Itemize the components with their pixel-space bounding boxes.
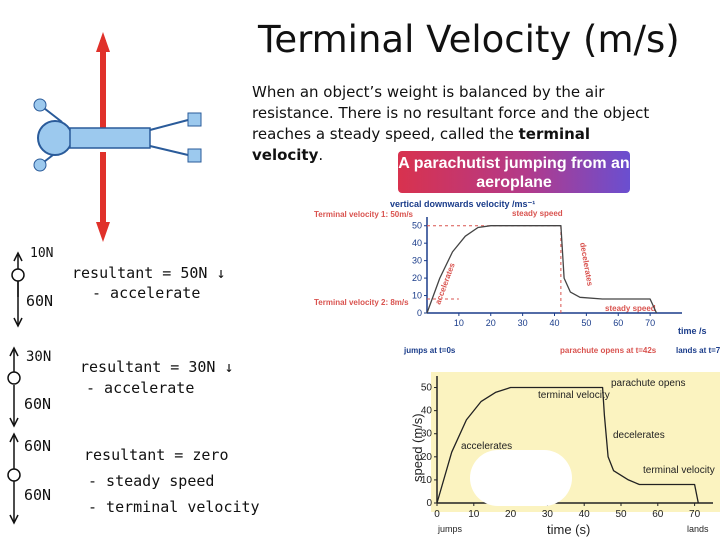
y-tick-label: 30 xyxy=(421,429,433,440)
row1-bottom-force: 60N xyxy=(26,292,53,310)
x-tick-label: 20 xyxy=(505,509,517,520)
velocity-time-chart-1: vertical downwards velocity /ms⁻¹ time /… xyxy=(314,199,720,355)
row1-effect: - accelerate xyxy=(92,284,200,302)
x-tick-label: 40 xyxy=(579,509,591,520)
y-tick-label: 10 xyxy=(412,291,422,301)
x-tick-label: 20 xyxy=(486,318,496,328)
row1-resultant: resultant = 50N ↓ xyxy=(72,264,226,282)
banner-line1: A parachutist jumping from an xyxy=(398,155,630,172)
chart2-lands: lands xyxy=(687,524,709,534)
chart2-decelerates: decelerates xyxy=(613,430,665,441)
page-title: Terminal Velocity (m/s) xyxy=(258,18,680,61)
x-tick-label: 40 xyxy=(549,318,559,328)
x-tick-label: 70 xyxy=(645,318,655,328)
chart2-jumps: jumps xyxy=(437,524,463,534)
row3-effect: - steady speed xyxy=(88,472,214,490)
y-tick-label: 0 xyxy=(417,308,422,318)
chart1-steady1: steady speed xyxy=(512,209,563,218)
chart2-tv-top: terminal velocity xyxy=(538,390,610,401)
description-bold: terminal velocity xyxy=(252,125,591,164)
chart1-lands: lands at t=70s xyxy=(676,346,720,355)
chart1-jumps: jumps at t=0s xyxy=(403,346,456,355)
arrow-head-up xyxy=(96,32,110,52)
white-cover-shape xyxy=(470,450,572,506)
x-tick-label: 70 xyxy=(689,509,701,520)
x-tick-label: 10 xyxy=(454,318,464,328)
x-tick-label: 30 xyxy=(518,318,528,328)
row3-resultant: resultant = zero xyxy=(84,446,229,464)
row2-resultant: resultant = 30N ↓ xyxy=(80,358,234,376)
x-tick-label: 50 xyxy=(581,318,591,328)
y-tick-label: 20 xyxy=(412,273,422,283)
row1-top-force: 10N xyxy=(30,246,53,261)
row2-top-force: 30N xyxy=(26,349,51,365)
arrow-head-down xyxy=(96,222,110,242)
x-tick-label: 30 xyxy=(542,509,554,520)
y-tick-label: 40 xyxy=(421,406,433,417)
description-before: When an object’s weight is balanced by t… xyxy=(252,83,650,143)
chart1-tv1-label: Terminal velocity 1: 50m/s xyxy=(314,210,414,219)
skydiver-icon xyxy=(33,98,202,172)
y-tick-label: 50 xyxy=(421,383,433,394)
x-tick-label: 50 xyxy=(615,509,627,520)
parachutist-banner: A parachutist jumping from an aeroplane xyxy=(398,151,630,193)
y-tick-label: 40 xyxy=(412,238,422,248)
y-tick-label: 30 xyxy=(412,256,422,266)
y-tick-label: 10 xyxy=(421,475,433,486)
y-tick-label: 0 xyxy=(426,498,432,509)
force-diagram-row2 xyxy=(7,346,21,428)
x-tick-label: 60 xyxy=(652,509,664,520)
force-diagram-row3 xyxy=(7,432,21,525)
chart1-parachute: parachute opens at t=42s xyxy=(560,346,657,355)
row3-effect-2: - terminal velocity xyxy=(88,498,260,516)
velocity-curve xyxy=(436,386,699,504)
x-tick-label: 60 xyxy=(613,318,623,328)
row3-top-force: 60N xyxy=(24,437,51,455)
y-tick-label: 50 xyxy=(412,221,422,231)
description-text: When an object’s weight is balanced by t… xyxy=(252,82,652,166)
y-tick-label: 20 xyxy=(421,452,433,463)
row3-bottom-force: 60N xyxy=(24,486,51,504)
chart2-tv-bottom: terminal velocity xyxy=(643,465,715,476)
chart1-decelerates: decelerates xyxy=(578,242,595,287)
speed-time-chart-2: speed (m/s) time (s) terminal velocity p… xyxy=(410,372,720,537)
x-tick-label: 0 xyxy=(434,509,440,520)
velocity-curve xyxy=(426,225,658,314)
row2-effect: - accelerate xyxy=(86,379,194,397)
chart1-tv2-label: Terminal velocity 2: 8m/s xyxy=(314,298,409,307)
row2-bottom-force: 60N xyxy=(24,395,51,413)
force-diagram-row1 xyxy=(11,251,25,328)
chart2-accelerates: accelerates xyxy=(461,441,512,452)
banner-line2: aeroplane xyxy=(476,174,552,191)
chart1-xlabel: time /s xyxy=(678,326,707,336)
chart1-steady2: steady speed xyxy=(605,304,656,313)
chart1-ylabel: vertical downwards velocity /ms⁻¹ xyxy=(390,199,535,209)
description-after: . xyxy=(318,146,324,164)
x-tick-label: 10 xyxy=(468,509,480,520)
chart2-parachute: parachute opens xyxy=(611,378,686,389)
chart2-xlabel: time (s) xyxy=(547,522,590,537)
chart2-ylabel: speed (m/s) xyxy=(410,413,425,482)
